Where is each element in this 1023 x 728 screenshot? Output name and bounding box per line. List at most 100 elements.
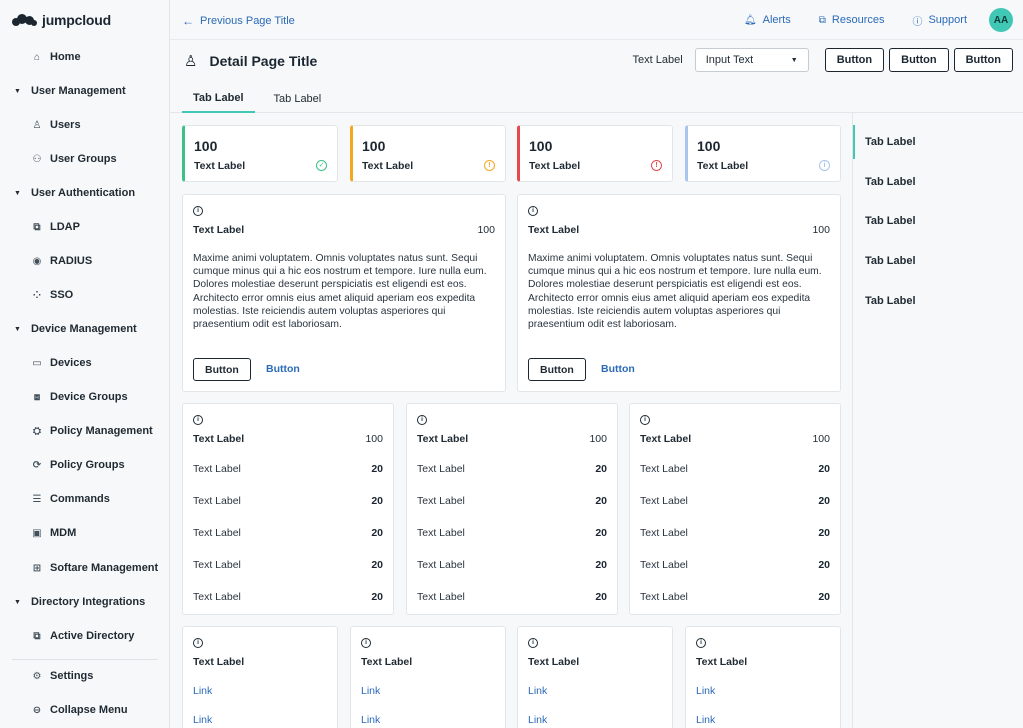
list-row-value: 20 [595,591,607,603]
alerts-label: Alerts [762,14,791,26]
card-link[interactable]: Link [193,714,213,726]
sidebar-item-softare-management[interactable]: ⊞ Softare Management [0,556,170,580]
radius-icon: ◉ [32,255,42,267]
jumpcloud-logo[interactable]: jumpcloud [12,11,111,29]
list-row-value: 20 [595,559,607,571]
header-button-3[interactable]: Button [953,48,1013,72]
list-row-label: Text Label [193,527,241,539]
user-icon: ♙ [32,119,42,131]
card-link-button[interactable]: Button [601,363,635,375]
list-row-value: 20 [595,463,607,475]
sidebar-item-devices[interactable]: ▭ Devices [0,351,170,375]
error-circle-icon: ! [651,160,662,171]
sidebar-item-collapse-menu[interactable]: ⊖ Collapse Menu [0,698,170,722]
sidebar-item-label: Devices [50,357,92,369]
device-groups-icon: ⧈ [33,391,41,403]
list-row-value: 20 [371,495,383,507]
sidebar-item-device-groups[interactable]: ⧈ Device Groups [0,385,170,409]
collapse-arrow-icon: ⊖ [32,704,42,716]
sidebar-item-policy-groups[interactable]: ⟳ Policy Groups [0,453,170,477]
sidebar-item-policy-management[interactable]: ⛭ Policy Management [0,419,170,443]
back-link[interactable]: ← Previous Page Title [182,14,295,28]
card-body: Maxime animi voluptatem. Omnis voluptate… [193,253,487,331]
sidebar-item-label: Active Directory [50,630,135,642]
info-circle-icon: i [819,160,830,171]
card-link[interactable]: Link [361,714,381,726]
card-link[interactable]: Link [193,685,213,697]
list-row-label: Text Label [193,495,241,507]
info-icon: i [696,638,706,648]
sidebar-item-radius[interactable]: ◉ RADIUS [0,249,170,273]
sidebar-item-label: RADIUS [50,255,93,267]
sidebar-item-mdm[interactable]: ▣ MDM [0,521,170,545]
sidebar-item-label: Device Groups [50,391,128,403]
card-link[interactable]: Link [361,685,381,697]
side-tab-4[interactable]: Tab Label [865,255,916,267]
caret-down-icon: ▼ [14,87,21,95]
list-row-value: 20 [371,559,383,571]
sidebar-item-user-groups[interactable]: ⚇ User Groups [0,147,170,171]
sidebar-item-label: Commands [50,493,110,505]
caret-down-icon: ▼ [14,189,21,197]
sso-icon: ⁘ [32,289,42,301]
list-row-label: Text Label [193,559,241,571]
list-row-value: 20 [818,463,830,475]
user-icon: ♙ [184,53,198,70]
side-tab-2[interactable]: Tab Label [865,176,916,188]
sidebar-item-active-directory[interactable]: ⧉ Active Directory [0,624,170,648]
sidebar-item-sso[interactable]: ⁘ SSO [0,283,170,307]
sidebar-item-settings[interactable]: ⚙ Settings [0,664,170,688]
tab-2[interactable]: Tab Label [273,92,322,105]
card-link[interactable]: Link [528,685,548,697]
stat-value: 100 [194,138,218,154]
stat-value: 100 [362,138,386,154]
card-button[interactable]: Button [528,358,586,381]
card-link[interactable]: Link [528,714,548,726]
brand-name: jumpcloud [42,12,111,28]
sidebar-item-device-management[interactable]: ▼ Device Management [0,317,170,341]
sidebar-item-ldap[interactable]: ⧉ LDAP [0,215,170,239]
card-link[interactable]: Link [696,685,716,697]
header-select[interactable]: Input Text ▼ [694,48,809,72]
side-tab-3[interactable]: Tab Label [865,215,916,227]
sidebar-item-user-management[interactable]: ▼ User Management [0,79,170,103]
card-button[interactable]: Button [193,358,251,381]
list-card: i Text Label 100 Text Label 20 Text Label 20 Te… [406,403,618,615]
sidebar-item-commands[interactable]: ☰ Commands [0,487,170,511]
link-card: i Text Label Link Link [517,626,673,728]
list-card: i Text Label 100 Text Label 20 Text Label 20 Te… [182,403,394,615]
list-row-label: Text Label [640,591,688,603]
cloud-logo-icon [12,13,40,27]
card-link-button[interactable]: Button [266,363,300,375]
sidebar-item-label: User Authentication [30,187,136,199]
sidebar-item-users[interactable]: ♙ Users [0,113,170,137]
sidebar-item-directory-integrations[interactable]: ▼ Directory Integrations [0,590,170,614]
card-body: Maxime animi voluptatem. Omnis voluptate… [528,253,822,331]
header-button-2[interactable]: Button [889,48,949,72]
list-row-label: Text Label [193,463,241,475]
sidebar-item-label: Policy Groups [50,459,125,471]
resources-label: Resources [831,14,885,26]
sidebar-item-label: Softare Management [50,562,159,574]
tab-1[interactable]: Tab Label [182,84,255,113]
card-link[interactable]: Link [696,714,716,726]
list-row-label: Text Label [640,495,688,507]
sidebar-item-label: SSO [50,289,74,301]
header-button-1[interactable]: Button [824,48,885,72]
side-tab-1[interactable]: Tab Label [853,125,1015,159]
list-row-label: Text Label [193,591,241,603]
side-tab-5[interactable]: Tab Label [865,295,916,307]
link-card: i Text Label Link Link [182,626,338,728]
alerts-link[interactable]: 🔔︎ Alerts [744,14,791,26]
user-groups-icon: ⚇ [32,153,42,165]
list-row-label: Text Label [417,463,465,475]
sidebar-divider [12,659,158,660]
caret-down-icon: ▼ [790,56,798,64]
sidebar-item-home[interactable]: ⌂ Home [0,45,170,69]
info-icon: i [528,206,538,216]
resources-link[interactable]: ⧉ Resources [819,14,885,26]
sidebar-item-user-authentication[interactable]: ▼ User Authentication [0,181,170,205]
avatar[interactable]: AA [989,8,1013,32]
support-link[interactable]: ⓘ Support [912,13,967,28]
list-card: i Text Label 100 Text Label 20 Text Label 20 Te… [629,403,841,615]
